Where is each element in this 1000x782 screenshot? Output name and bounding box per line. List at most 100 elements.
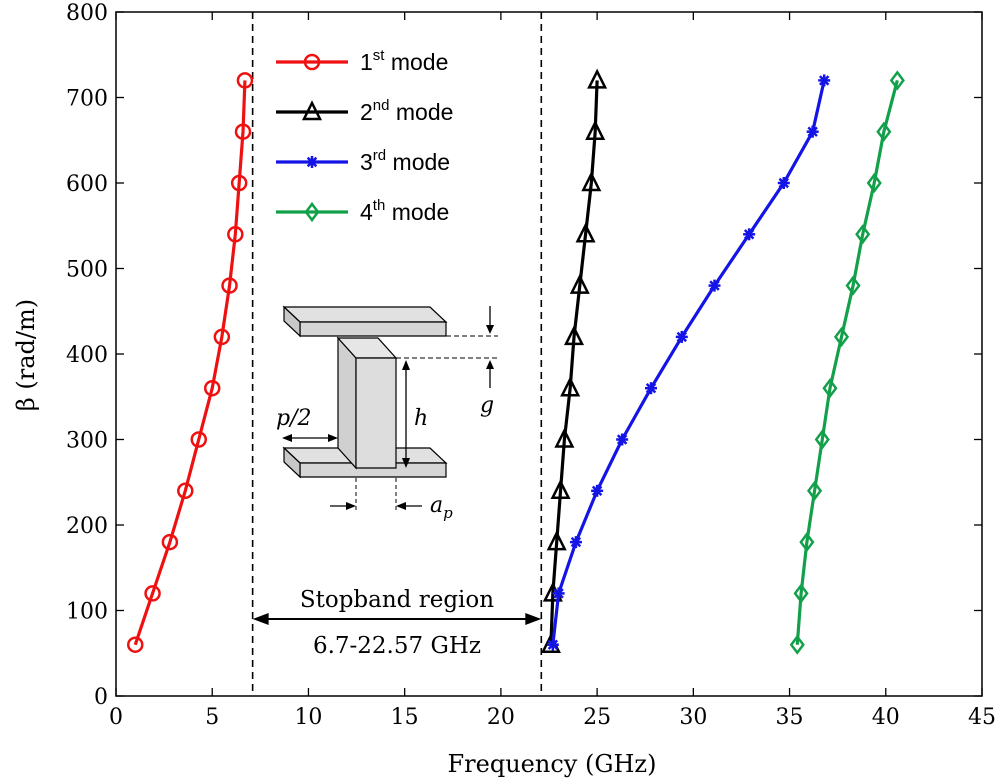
data-point <box>743 228 756 241</box>
data-point <box>161 533 179 551</box>
stopband-arrowhead-right <box>525 613 542 626</box>
x-tick-label: 15 <box>391 705 419 730</box>
legend-entry: 3rd mode <box>276 147 450 175</box>
x-tick-label: 35 <box>776 705 804 730</box>
legend-swatch-marker <box>304 201 320 223</box>
data-point <box>644 382 657 395</box>
data-point <box>799 532 815 553</box>
data-point <box>793 583 809 604</box>
inset-bottom-plate-side <box>283 446 301 479</box>
legend-swatch-marker <box>301 100 323 121</box>
data-point <box>213 328 231 346</box>
data-point <box>822 378 838 399</box>
data-point <box>550 479 571 500</box>
data-point <box>675 330 688 343</box>
y-tick-label: 200 <box>66 514 108 539</box>
inset-unit-cell-diagram: p/2 h g ap <box>276 305 498 522</box>
x-tick-label: 10 <box>294 705 322 730</box>
inset-pin-front <box>355 357 397 469</box>
x-tick-label: 0 <box>109 705 123 730</box>
data-point <box>814 429 830 450</box>
data-point <box>552 587 565 600</box>
data-point <box>560 376 581 397</box>
data-point <box>546 638 559 651</box>
data-point <box>230 174 248 192</box>
x-tick-label: 30 <box>679 705 707 730</box>
data-point <box>777 177 790 189</box>
legend-entry: 2nd mode <box>276 97 453 125</box>
stopband-arrowhead-left <box>252 613 269 626</box>
inset-label-pin-width: ap <box>430 493 453 522</box>
data-point <box>221 277 238 294</box>
data-point <box>876 121 892 142</box>
series-line <box>133 80 247 646</box>
inset-top-plate-front <box>299 321 447 337</box>
legend-label: 1st mode <box>360 47 448 75</box>
data-point <box>585 119 606 140</box>
y-tick-label: 0 <box>94 685 108 710</box>
data-point <box>818 74 831 87</box>
y-tick-label: 800 <box>66 1 108 26</box>
data-point <box>203 379 221 397</box>
stopband-annotation: Stopband region 6.7-22.57 GHz <box>252 587 542 659</box>
series-line <box>551 80 826 645</box>
legend-entry: 1st mode <box>276 47 448 75</box>
data-point <box>234 123 252 140</box>
data-point <box>581 171 602 192</box>
data-point <box>708 279 721 292</box>
axes: 0 5 10 15 20 25 30 35 40 45 0 100 200 300 400 500 600 700… <box>66 1 996 730</box>
y-tick-label: 100 <box>66 600 108 625</box>
series-line <box>795 79 899 645</box>
data-point <box>563 325 585 346</box>
data-point <box>591 484 604 497</box>
data-point <box>889 70 905 91</box>
x-axis-label: Frequency (GHz) <box>448 750 657 778</box>
data-point <box>575 222 596 243</box>
data-point <box>789 634 805 655</box>
data-point <box>126 636 144 653</box>
series-4 <box>789 70 905 655</box>
data-point <box>807 480 823 501</box>
data-point <box>616 433 629 446</box>
x-tick-label: 5 <box>205 705 219 730</box>
data-point <box>569 536 582 549</box>
series-1 <box>126 72 254 653</box>
y-tick-label: 700 <box>66 87 108 112</box>
data-point <box>554 427 575 448</box>
series-2 <box>540 68 608 653</box>
inset-label-gap: g <box>480 393 494 418</box>
data-point <box>546 530 567 551</box>
series-3 <box>546 74 831 651</box>
data-point <box>855 224 871 245</box>
data-point <box>833 326 850 347</box>
stopband-label: Stopband region <box>300 587 494 613</box>
x-tick-label: 40 <box>872 705 900 730</box>
x-tick-label: 25 <box>583 705 611 730</box>
x-tick-label: 20 <box>487 705 515 730</box>
legend-swatch-marker <box>303 53 321 71</box>
data-point <box>227 226 244 243</box>
inset-label-height: h <box>414 406 428 431</box>
data-point <box>177 482 194 500</box>
legend-label: 4th mode <box>360 197 449 225</box>
legend-label: 3rd mode <box>360 147 450 175</box>
y-tick-label: 400 <box>66 343 108 368</box>
data-point <box>190 431 208 448</box>
inset-top-plate-top <box>282 306 448 323</box>
data-point <box>845 275 861 296</box>
legend-entry: 4th mode <box>276 197 449 225</box>
legend-label: 2nd mode <box>360 97 453 125</box>
y-axis-label: β (rad/m) <box>12 299 40 411</box>
x-tick-label: 45 <box>968 705 996 730</box>
data-point <box>236 72 254 89</box>
inset-top-plate-side <box>283 305 301 338</box>
inset-pin-side <box>337 336 357 470</box>
series-line <box>549 80 599 645</box>
y-tick-label: 600 <box>66 172 108 197</box>
legend: 1st mode 2nd mode 3rd mode 4th mode <box>276 47 453 225</box>
data-point <box>144 585 161 602</box>
legend-swatch-marker <box>306 156 318 168</box>
stopband-range-label: 6.7-22.57 GHz <box>313 633 481 659</box>
plot-area <box>126 12 905 696</box>
